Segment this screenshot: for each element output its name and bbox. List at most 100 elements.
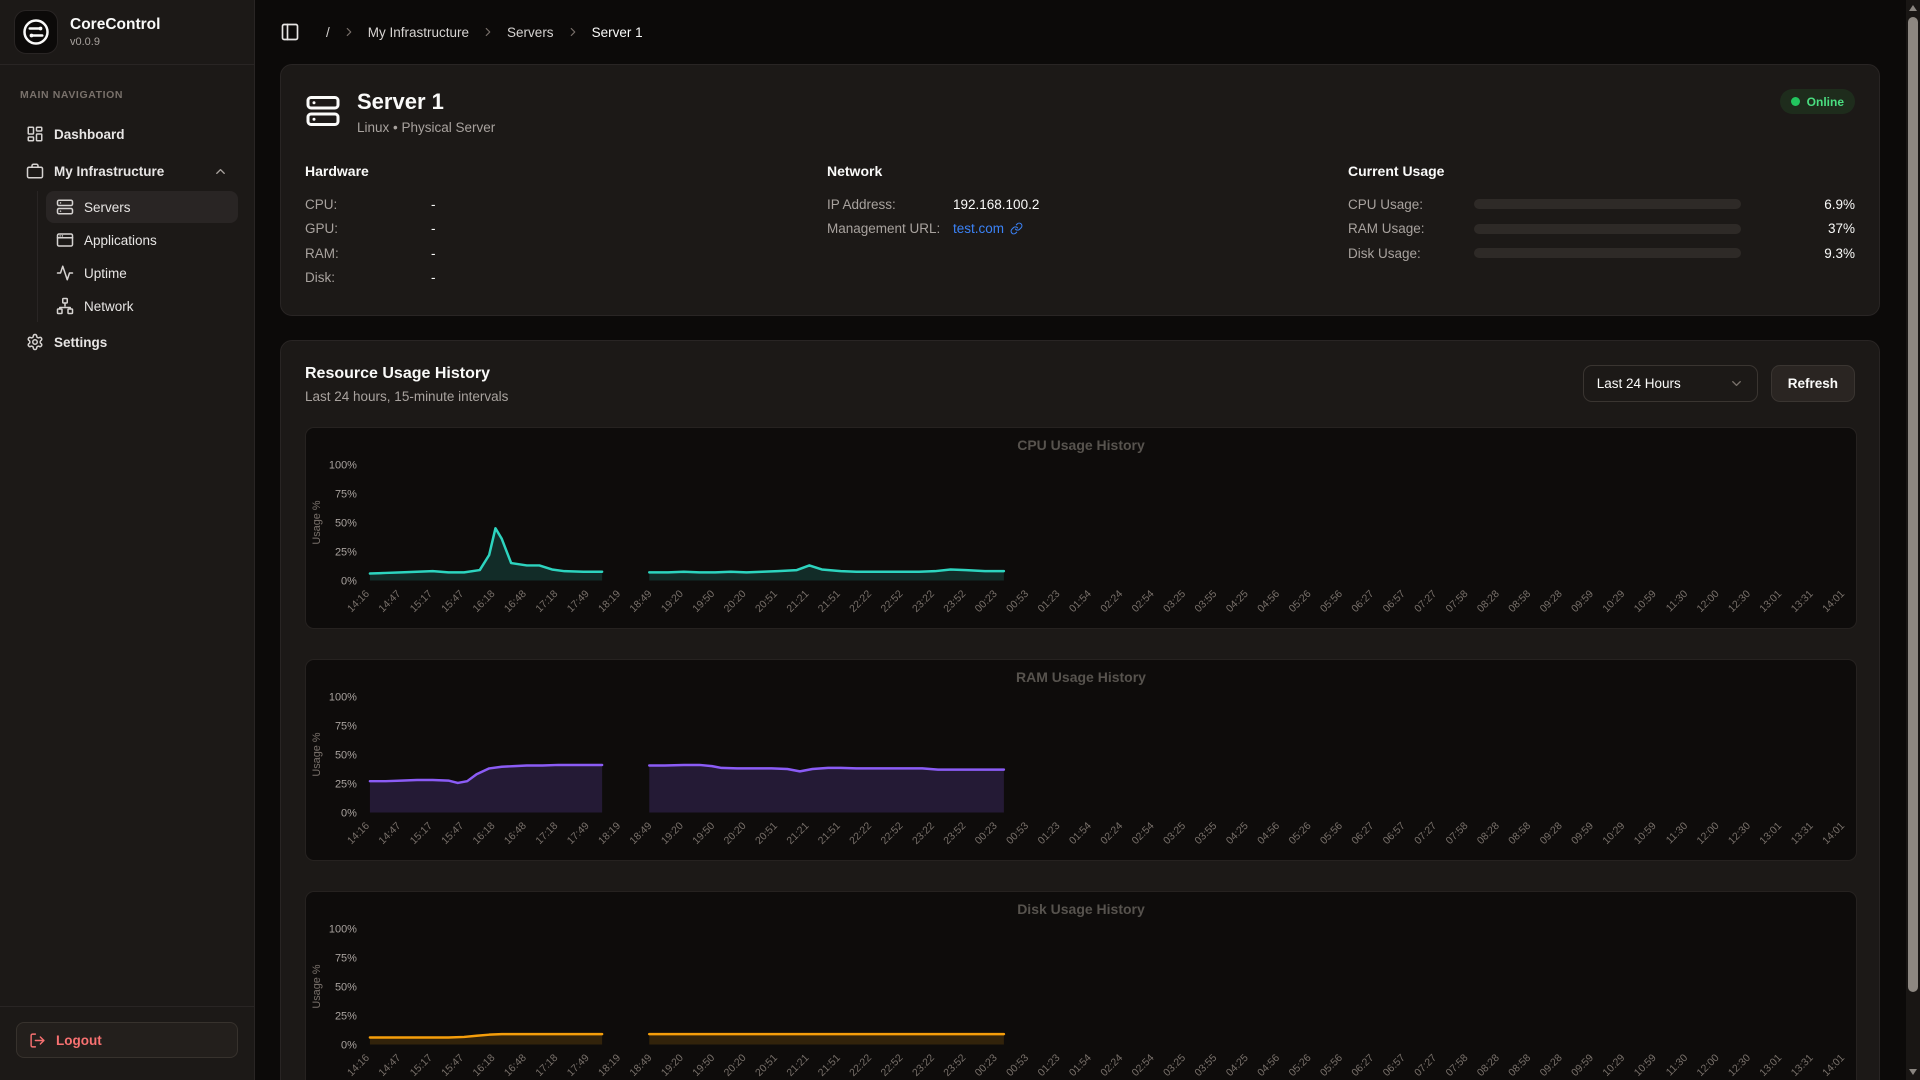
svg-text:02:24: 02:24: [1099, 589, 1125, 615]
refresh-button[interactable]: Refresh: [1770, 365, 1855, 402]
svg-text:17:18: 17:18: [534, 589, 560, 615]
network-heading: Network: [827, 163, 883, 179]
svg-text:06:57: 06:57: [1381, 589, 1407, 615]
svg-text:05:56: 05:56: [1319, 589, 1345, 615]
svg-text:75%: 75%: [335, 489, 357, 501]
history-subtitle: Last 24 hours, 15-minute intervals: [305, 389, 509, 404]
svg-text:08:58: 08:58: [1507, 1053, 1533, 1079]
svg-text:16:18: 16:18: [471, 1053, 497, 1079]
sidebar-item-uptime[interactable]: Uptime: [46, 257, 238, 289]
usage-row-ram: RAM Usage: 37%: [1348, 217, 1855, 242]
app-logo: [14, 10, 58, 54]
svg-text:20:20: 20:20: [722, 1053, 748, 1079]
svg-text:08:28: 08:28: [1476, 821, 1502, 847]
scrollbar-thumb[interactable]: [1908, 17, 1918, 992]
sidebar-header: CoreControl v0.0.9: [0, 0, 254, 65]
sidebar-toggle-button[interactable]: [280, 22, 300, 42]
svg-text:17:49: 17:49: [565, 589, 591, 615]
svg-text:25%: 25%: [335, 547, 357, 559]
topbar: / My Infrastructure Servers Server 1: [280, 0, 1880, 64]
sidebar-item-servers[interactable]: Servers: [46, 191, 238, 223]
svg-text:09:59: 09:59: [1570, 589, 1596, 615]
svg-text:12:30: 12:30: [1727, 589, 1753, 615]
svg-text:0%: 0%: [341, 807, 357, 819]
svg-text:Usage %: Usage %: [311, 732, 323, 776]
svg-text:Usage %: Usage %: [311, 964, 323, 1008]
svg-text:50%: 50%: [335, 982, 357, 994]
scrollbar-up-arrow-icon[interactable]: [1909, 5, 1917, 11]
svg-text:01:54: 01:54: [1068, 589, 1094, 615]
svg-text:19:50: 19:50: [691, 589, 717, 615]
svg-text:13:31: 13:31: [1789, 589, 1815, 615]
time-range-value: Last 24 Hours: [1596, 376, 1681, 391]
svg-text:06:57: 06:57: [1381, 821, 1407, 847]
svg-text:05:26: 05:26: [1287, 821, 1313, 847]
svg-text:11:30: 11:30: [1664, 821, 1690, 847]
breadcrumb-item-servers[interactable]: Servers: [507, 24, 554, 40]
row-label: Disk:: [305, 270, 335, 286]
svg-text:16:48: 16:48: [503, 821, 529, 847]
nav-section-label: MAIN NAVIGATION: [20, 89, 124, 101]
time-range-select[interactable]: Last 24 Hours: [1582, 365, 1758, 402]
breadcrumb-root[interactable]: /: [326, 24, 330, 40]
svg-text:15:17: 15:17: [409, 821, 435, 847]
server-info-grid: Hardware CPU: - GPU: - RAM: - Disk: -: [305, 163, 1855, 290]
svg-text:100%: 100%: [329, 460, 357, 472]
svg-text:13:31: 13:31: [1789, 1053, 1815, 1079]
sidebar-item-applications[interactable]: Applications: [46, 224, 238, 256]
svg-text:20:20: 20:20: [722, 821, 748, 847]
svg-text:18:19: 18:19: [597, 589, 623, 615]
server-title-row: Server 1 Linux • Physical Server: [305, 89, 495, 135]
scrollbar-down-arrow-icon[interactable]: [1909, 1069, 1917, 1075]
svg-text:21:51: 21:51: [816, 821, 842, 847]
sidebar-item-my-infrastructure[interactable]: My Infrastructure: [16, 154, 238, 188]
sidebar-item-network[interactable]: Network: [46, 290, 238, 322]
svg-text:23:52: 23:52: [942, 821, 968, 847]
svg-text:16:48: 16:48: [503, 589, 529, 615]
cpu-usage-plot: 100% 75% 50% 25% 0% Usage % 14:16 14:47 15:17 15:…: [311, 460, 1847, 615]
svg-text:13:31: 13:31: [1789, 821, 1815, 847]
svg-text:15:17: 15:17: [409, 589, 435, 615]
sidebar-item-dashboard[interactable]: Dashboard: [16, 117, 238, 151]
svg-text:08:58: 08:58: [1507, 821, 1533, 847]
svg-text:10:59: 10:59: [1632, 1053, 1658, 1079]
ip-address-value: 192.168.100.2: [953, 196, 1040, 212]
sidebar-item-label: Servers: [84, 199, 131, 215]
main-content: / My Infrastructure Servers Server 1 Ser…: [255, 0, 1920, 1080]
svg-text:00:23: 00:23: [973, 589, 999, 615]
hardware-heading: Hardware: [305, 163, 369, 179]
server-icon: [306, 96, 340, 126]
svg-text:21:51: 21:51: [816, 1053, 842, 1079]
row-label: IP Address:: [827, 196, 896, 212]
network-icon: [56, 297, 74, 315]
svg-text:23:22: 23:22: [911, 589, 937, 615]
svg-text:0%: 0%: [341, 1039, 357, 1051]
svg-text:04:25: 04:25: [1224, 1053, 1250, 1079]
svg-text:09:28: 09:28: [1538, 821, 1564, 847]
svg-text:100%: 100%: [329, 924, 357, 936]
row-label: Disk Usage:: [1348, 245, 1421, 261]
breadcrumb-item-my-infrastructure[interactable]: My Infrastructure: [367, 24, 470, 40]
svg-text:22:52: 22:52: [879, 1053, 905, 1079]
sidebar-item-settings[interactable]: Settings: [16, 325, 238, 359]
logout-button[interactable]: Logout: [16, 1022, 238, 1058]
hardware-row-gpu: GPU: -: [305, 217, 827, 242]
app-name: CoreControl: [70, 16, 161, 33]
management-url-link[interactable]: test.com: [953, 221, 1023, 236]
sidebar-item-label: Settings: [54, 334, 108, 350]
svg-text:00:53: 00:53: [1005, 1053, 1031, 1079]
row-value: -: [431, 221, 436, 237]
sidebar-item-label: My Infrastructure: [54, 163, 165, 179]
svg-text:11:30: 11:30: [1664, 589, 1690, 615]
svg-text:01:23: 01:23: [1036, 589, 1062, 615]
svg-text:08:58: 08:58: [1507, 589, 1533, 615]
svg-text:Usage %: Usage %: [311, 500, 323, 544]
svg-text:14:01: 14:01: [1821, 821, 1847, 847]
row-label: CPU Usage:: [1348, 196, 1424, 212]
sidebar: CoreControl v0.0.9 MAIN NAVIGATION Dashb…: [0, 0, 255, 1080]
svg-text:19:20: 19:20: [660, 1053, 686, 1079]
network-row-management-url: Management URL: test.com: [827, 217, 1348, 242]
resource-usage-history-card: Resource Usage History Last 24 hours, 15…: [280, 340, 1880, 1080]
window-scrollbar[interactable]: [1906, 0, 1920, 1080]
history-card-header: Resource Usage History Last 24 hours, 15…: [305, 365, 1855, 404]
